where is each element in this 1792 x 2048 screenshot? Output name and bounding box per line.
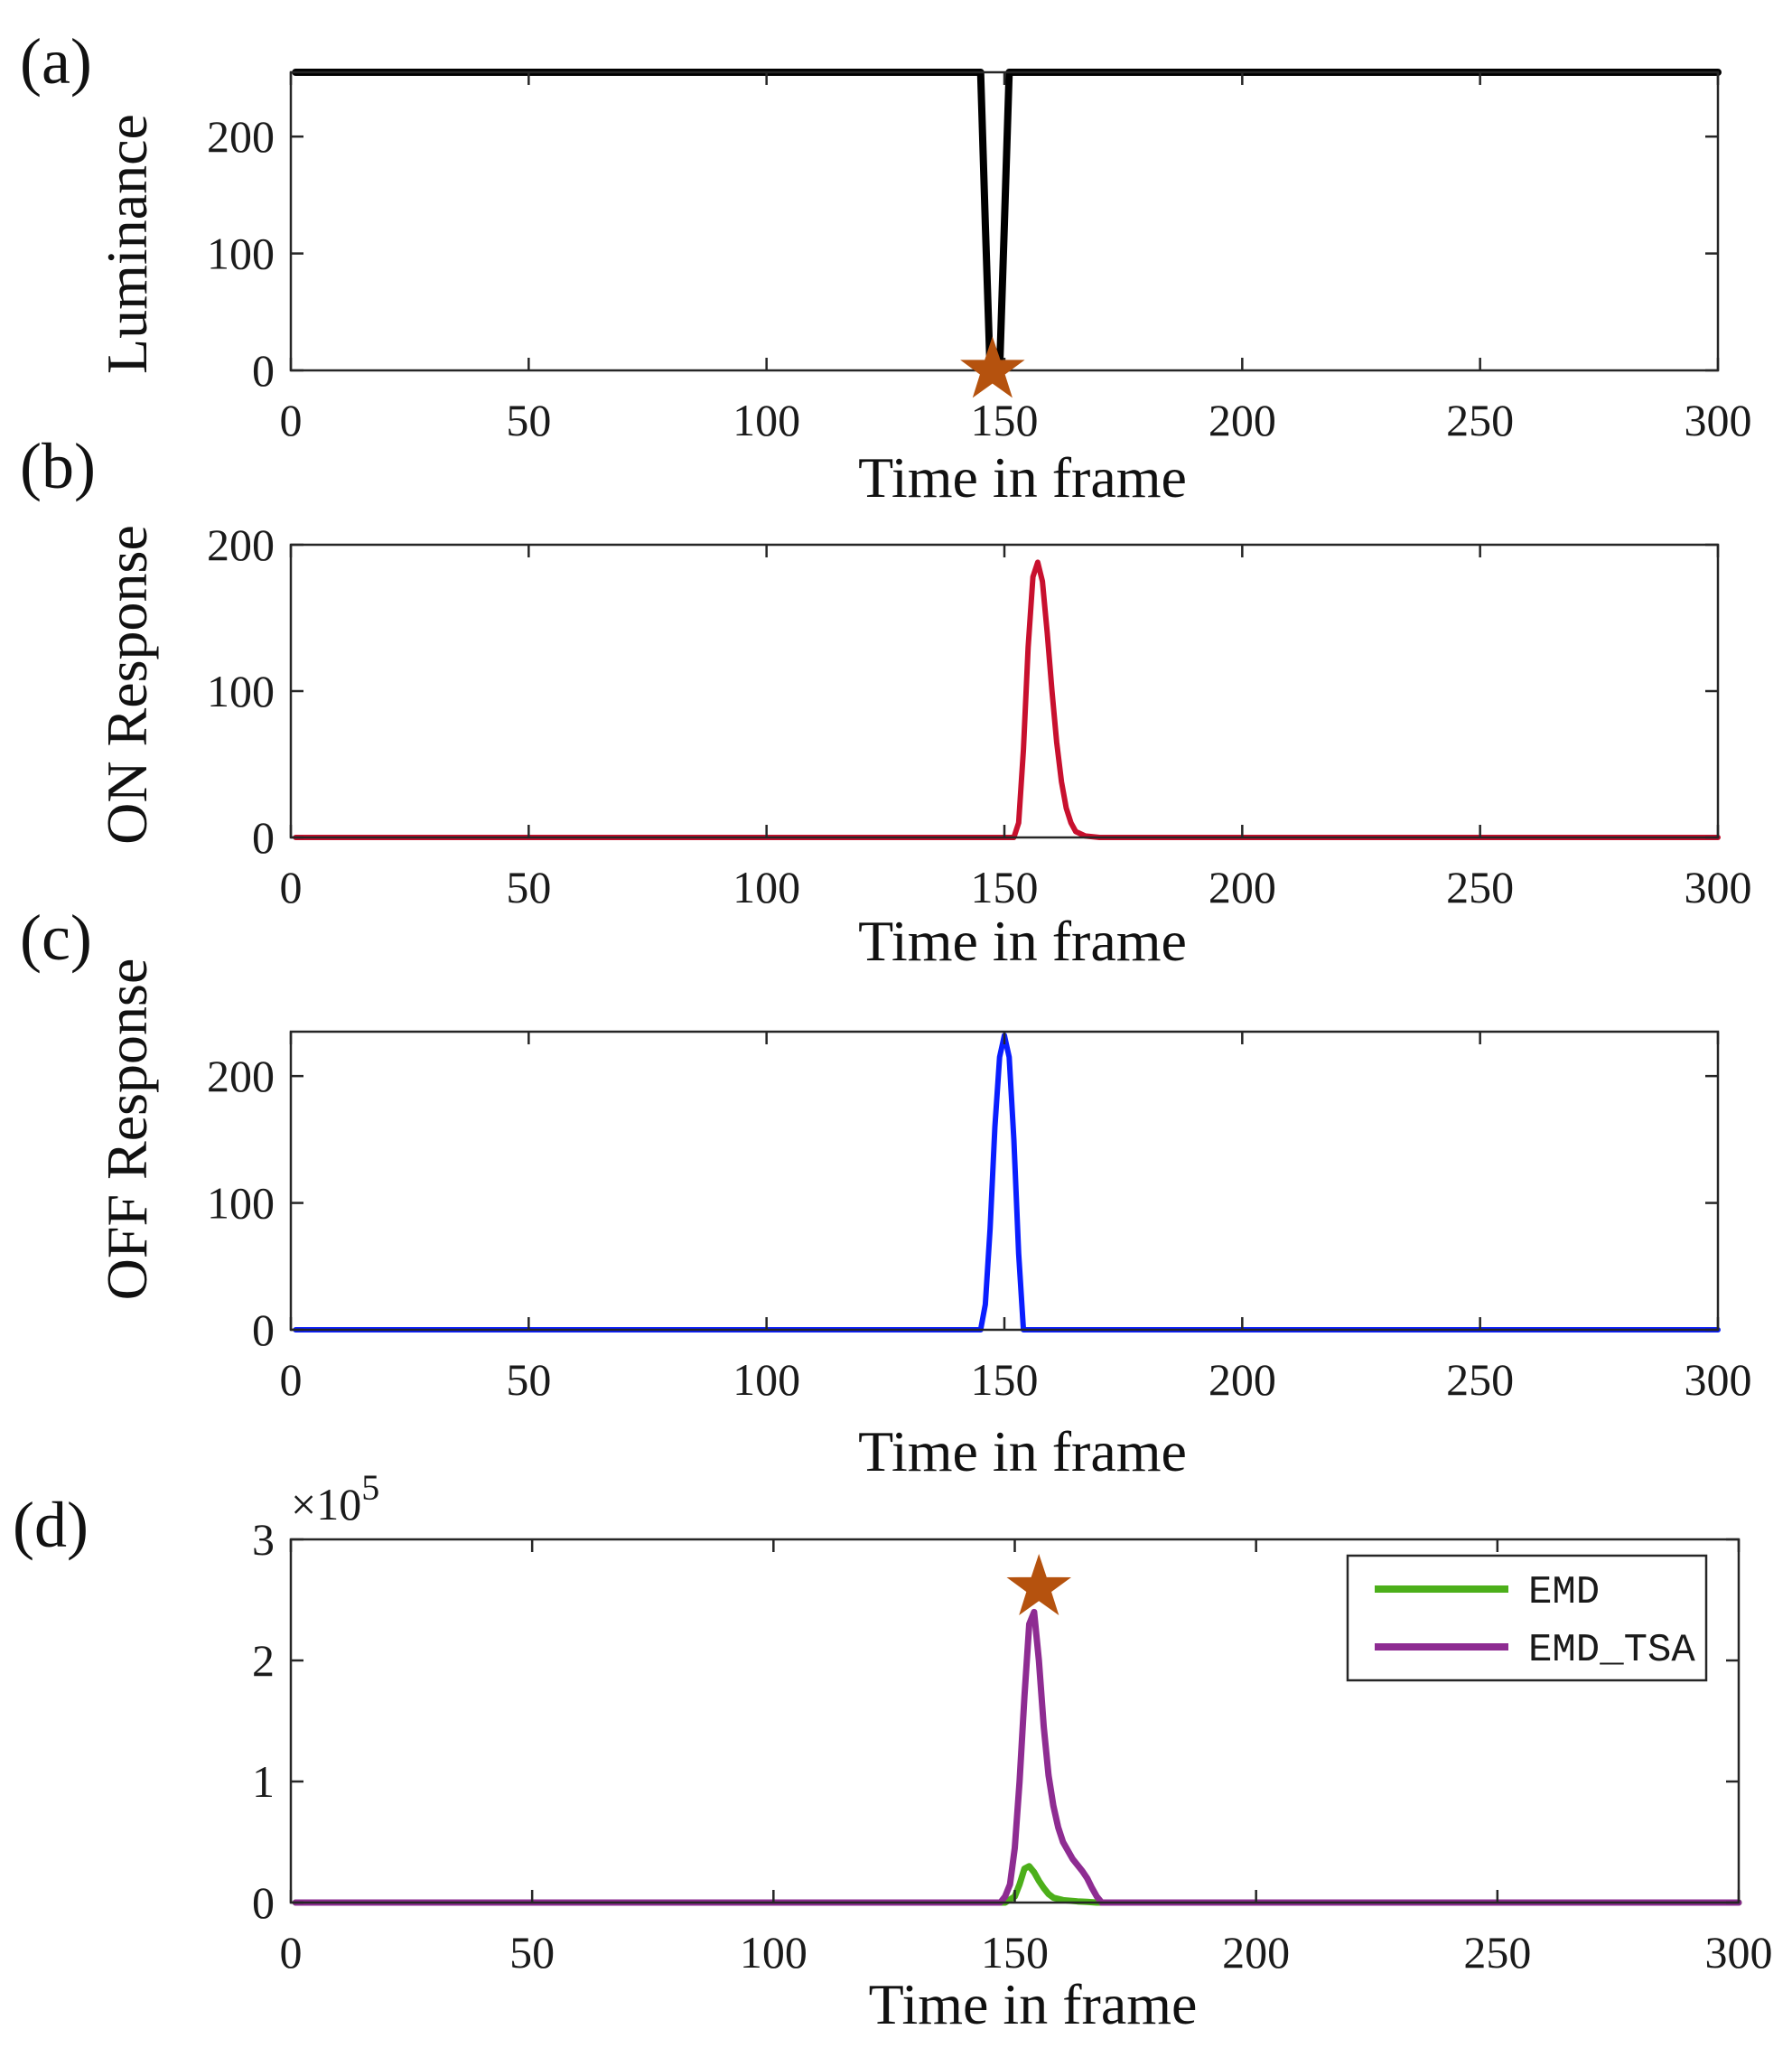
- series-line-on-response: [293, 559, 1721, 840]
- x-tick-label: 250: [1463, 1927, 1531, 1978]
- panel-a: 0 50 100 150 200 250 300 0 100 200 Time in frame Lu…: [20, 25, 1752, 510]
- star-marker: [1006, 1554, 1072, 1615]
- x-tick-label: 0: [280, 1927, 303, 1978]
- y-tick-label: 0: [252, 1305, 275, 1355]
- y-tick-label: 1: [252, 1756, 275, 1807]
- x-tick-label: 300: [1685, 862, 1752, 912]
- series-line-off-response: [293, 1033, 1721, 1333]
- panel-label: (c): [20, 902, 92, 974]
- y-tick-label: 100: [207, 1178, 275, 1229]
- panel-label: (d): [13, 1489, 89, 1561]
- y-tick-label: 100: [207, 666, 275, 716]
- x-axis-label: Time in frame: [858, 909, 1187, 973]
- x-tick-label: 200: [1222, 1927, 1290, 1978]
- y-exponent-power: 5: [361, 1467, 379, 1508]
- x-tick-label: 200: [1209, 1354, 1276, 1405]
- panel-b: 0 50 100 150 200 250 300 0 100 200 Time in frame ON…: [20, 430, 1752, 973]
- x-tick-label: 300: [1685, 395, 1752, 445]
- x-tick-label: 150: [971, 862, 1039, 912]
- star-marker: [960, 336, 1025, 398]
- legend-label-emd: EMD: [1528, 1570, 1600, 1615]
- x-tick-label: 300: [1685, 1354, 1752, 1405]
- y-tick-label: 3: [252, 1514, 275, 1565]
- panel-c: 0 50 100 150 200 250 300 0 100 200 Time in frame OF…: [20, 902, 1752, 1483]
- panel-label: (b): [20, 430, 96, 502]
- y-tick-label: 100: [207, 229, 275, 279]
- y-axis-label: OFF Response: [95, 959, 159, 1301]
- y-tick-label: 200: [207, 111, 275, 162]
- legend-label-emd-tsa: EMD_TSA: [1528, 1628, 1695, 1673]
- x-tick-label: 200: [1209, 862, 1276, 912]
- x-tick-label: 150: [981, 1927, 1049, 1978]
- x-tick-label: 100: [733, 395, 800, 445]
- x-tick-label: 50: [506, 1354, 551, 1405]
- x-tick-label: 250: [1446, 395, 1514, 445]
- y-tick-label: 0: [252, 345, 275, 396]
- x-axis-label: Time in frame: [869, 1972, 1198, 2036]
- y-axis-label: Luminance: [95, 114, 159, 374]
- y-tick-label: 0: [252, 1877, 275, 1928]
- x-tick-label: 50: [509, 1927, 555, 1978]
- x-tick-label: 250: [1446, 862, 1514, 912]
- x-axis-label: Time in frame: [858, 445, 1187, 510]
- x-tick-label: 100: [733, 1354, 800, 1405]
- panel-label: (a): [20, 25, 92, 98]
- y-axis-label: ON Response: [95, 525, 159, 845]
- x-tick-label: 0: [280, 1354, 303, 1405]
- x-tick-label: 150: [971, 395, 1039, 445]
- legend: [1346, 1554, 1708, 1682]
- y-tick-label: 2: [252, 1635, 275, 1686]
- x-tick-label: 50: [506, 395, 551, 445]
- x-tick-label: 100: [740, 1927, 807, 1978]
- y-tick-label: 200: [207, 1051, 275, 1101]
- x-tick-label: 300: [1705, 1927, 1773, 1978]
- x-axis-label: Time in frame: [858, 1419, 1187, 1483]
- x-tick-label: 200: [1209, 395, 1276, 445]
- x-tick-label: 150: [971, 1354, 1039, 1405]
- y-tick-label: 200: [207, 519, 275, 570]
- y-tick-label: 0: [252, 812, 275, 863]
- x-tick-label: 50: [506, 862, 551, 912]
- x-tick-label: 250: [1446, 1354, 1514, 1405]
- series-line-emd-tsa: [292, 1608, 1742, 1906]
- x-tick-label: 0: [280, 395, 303, 445]
- x-tick-label: 100: [733, 862, 800, 912]
- x-tick-label: 0: [280, 862, 303, 912]
